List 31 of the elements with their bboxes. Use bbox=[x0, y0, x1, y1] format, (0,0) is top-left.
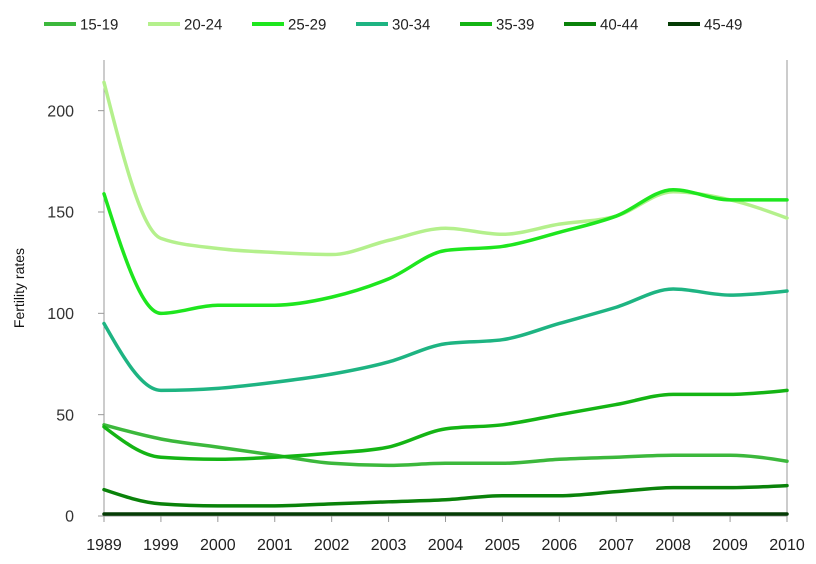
x-tick-label: 2005 bbox=[484, 537, 520, 554]
x-tick-label: 2004 bbox=[428, 537, 464, 554]
legend-label: 30-34 bbox=[392, 16, 430, 34]
x-tick-label: 1999 bbox=[143, 537, 179, 554]
line-series bbox=[102, 423, 789, 468]
x-tick-label: 2002 bbox=[314, 537, 350, 554]
legend-label: 15-19 bbox=[80, 16, 118, 34]
x-tick-label: 2010 bbox=[769, 537, 805, 554]
legend-label: 20-24 bbox=[184, 16, 222, 34]
line-series bbox=[102, 388, 789, 462]
x-tick-label: 2009 bbox=[712, 537, 748, 554]
x-tick-label: 2003 bbox=[370, 537, 406, 554]
x-tick-label: 2000 bbox=[200, 537, 236, 554]
x-tick-label: 2008 bbox=[655, 537, 692, 554]
legend-label: 35-39 bbox=[496, 16, 534, 34]
y-tick-label: 100 bbox=[47, 306, 74, 323]
legend-label: 40-44 bbox=[600, 16, 638, 34]
y-tick-label: 0 bbox=[65, 508, 74, 526]
y-axis-title: Fertility rates bbox=[11, 248, 27, 328]
line-series bbox=[102, 287, 789, 392]
y-tick-label: 50 bbox=[56, 407, 74, 424]
line-series bbox=[102, 484, 789, 508]
x-tick-label: 2001 bbox=[256, 537, 293, 554]
legend-label: 45-49 bbox=[704, 16, 742, 34]
line-series bbox=[102, 188, 789, 316]
x-tick-label: 2007 bbox=[598, 537, 634, 554]
x-tick-label: 1989 bbox=[86, 537, 122, 554]
y-tick-label: 200 bbox=[47, 103, 74, 120]
legend-label: 25-29 bbox=[288, 16, 326, 34]
y-tick-label: 150 bbox=[47, 204, 74, 222]
x-tick-label: 2006 bbox=[542, 537, 578, 554]
